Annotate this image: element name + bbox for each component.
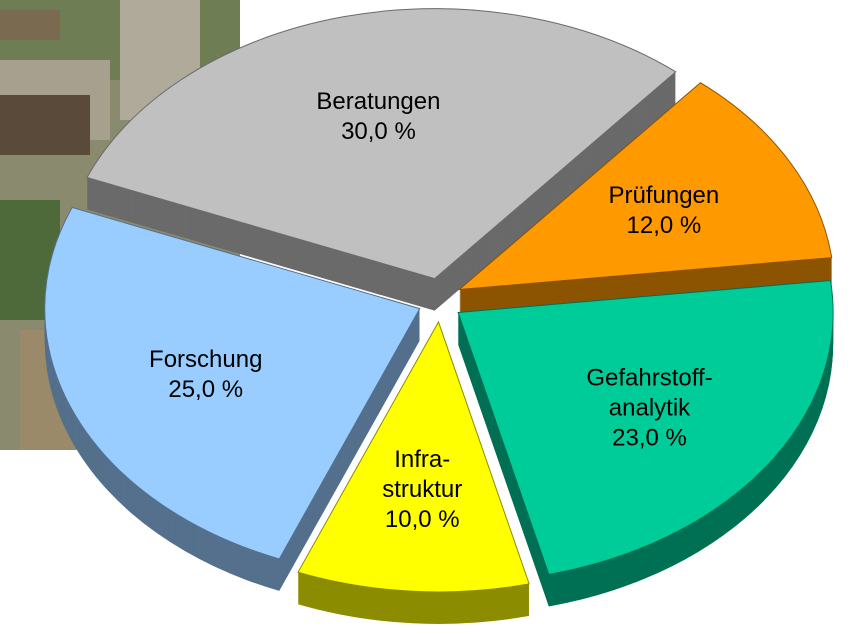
slice-label: Beratungen bbox=[316, 88, 440, 115]
chart: Prüfungen12,0 %Gefahrstoff-analytik23,0 … bbox=[0, 0, 850, 634]
value-label: 23,0 % bbox=[612, 425, 687, 452]
value-label: 12,0 % bbox=[627, 212, 702, 239]
slice-label: Prüfungen bbox=[608, 182, 719, 209]
value-label: 25,0 % bbox=[168, 376, 243, 403]
slice-label: Forschung bbox=[149, 346, 262, 373]
value-label: 10,0 % bbox=[385, 506, 460, 533]
value-label: 30,0 % bbox=[341, 118, 416, 145]
